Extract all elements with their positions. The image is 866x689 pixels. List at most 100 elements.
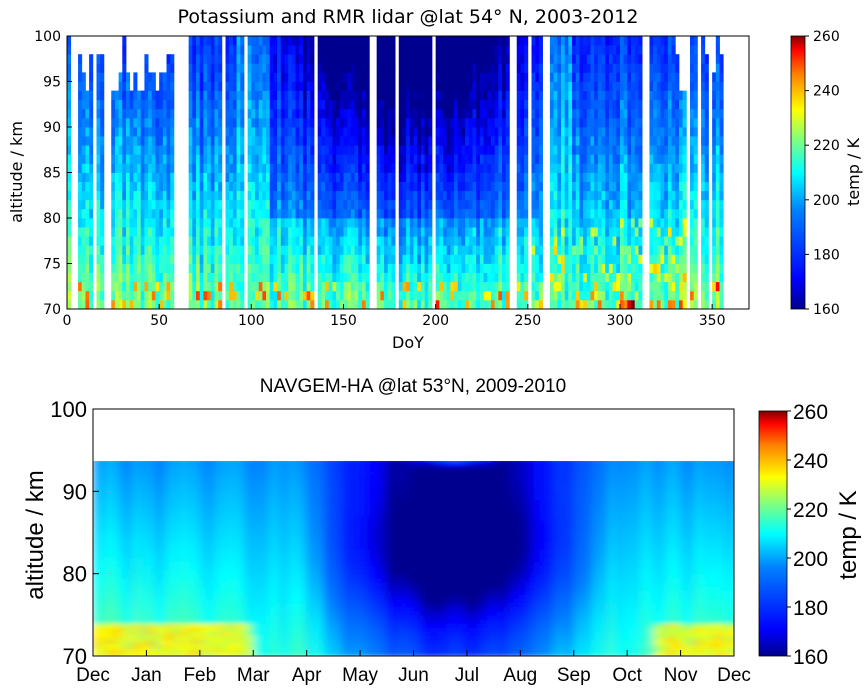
chart-1-heat-cell <box>229 199 234 210</box>
chart-1-heat-cell <box>232 199 237 210</box>
chart-1-heat-cell <box>255 208 260 219</box>
chart-1-heat-cell <box>601 154 606 164</box>
chart-2-heat-cell <box>133 635 141 641</box>
chart-1-heat-cell <box>490 190 496 201</box>
chart-2-heat-cell <box>159 631 168 637</box>
chart-1-heat-cell <box>81 281 86 292</box>
chart-1-heat-cell <box>612 90 617 101</box>
chart-1-heat-cell <box>450 63 455 73</box>
chart-1-heat-cell <box>597 272 602 283</box>
chart-1-heat-cell <box>240 99 245 110</box>
chart-1-heat-cell <box>266 81 271 91</box>
chart-1-heat-cell <box>192 181 197 192</box>
chart-1-heat-cell <box>284 36 289 46</box>
chart-1-heat-cell <box>133 263 138 273</box>
chart-1-heat-cell <box>122 36 127 46</box>
chart-1-heat-cell <box>207 299 212 310</box>
chart-1-heat-cell <box>675 136 680 146</box>
chart-1-heat-cell <box>398 154 403 164</box>
chart-1-heat-cell <box>229 81 234 91</box>
chart-1-heat-cell <box>162 136 167 146</box>
chart-1-heat-cell <box>420 227 425 237</box>
chart-1-heat-cell <box>236 218 241 228</box>
chart-1-heat-cell <box>159 299 164 310</box>
chart-2-heat-cell <box>119 483 127 488</box>
chart-1-heat-cell <box>336 145 341 155</box>
chart-1-heat-cell <box>376 236 381 246</box>
chart-1-heat-cell <box>398 290 403 301</box>
chart-1-heat-cell <box>568 199 573 210</box>
chart-1-heat-cell <box>619 208 625 219</box>
chart-2-heat-cell <box>133 520 141 525</box>
chart-1-heat-cell <box>704 281 709 292</box>
chart-1-heat-cell <box>579 90 584 101</box>
chart-1-heat-cell <box>494 199 499 210</box>
chart-1-x-label: DoY <box>392 333 424 352</box>
chart-1-heat-cell <box>144 181 149 192</box>
chart-1-heat-cell <box>398 281 403 292</box>
chart-1-heat-cell <box>284 254 289 264</box>
chart-1-heat-cell <box>583 263 588 273</box>
chart-1-heat-cell <box>619 36 625 46</box>
chart-1-heat-cell <box>214 236 219 246</box>
chart-1-heat-cell <box>251 263 256 273</box>
chart-1-heat-cell <box>210 154 215 164</box>
chart-1-heat-cell <box>597 54 602 64</box>
chart-1-heat-cell <box>446 299 451 310</box>
chart-1-heat-cell <box>505 227 510 237</box>
chart-1-heat-cell <box>162 163 167 173</box>
chart-1-heat-cell <box>461 290 466 301</box>
chart-1-heat-cell <box>162 218 167 228</box>
chart-1-heat-cell <box>538 236 543 246</box>
chart-1-heat-cell <box>376 299 381 310</box>
chart-1-heat-cell <box>572 108 577 119</box>
chart-1-heat-cell <box>166 290 171 301</box>
chart-1-heat-cell <box>435 272 440 283</box>
chart-1-heat-cell <box>210 99 215 110</box>
chart-1-heat-cell <box>490 136 496 146</box>
chart-1-heat-cell <box>232 99 237 110</box>
chart-1-heat-cell <box>288 36 293 46</box>
chart-1-heat-cell <box>516 218 521 228</box>
chart-1-heat-cell <box>616 172 621 182</box>
chart-1-heat-cell <box>675 299 680 310</box>
chart-1-heat-cell <box>409 245 414 255</box>
chart-1-heat-cell <box>280 63 285 73</box>
chart-1-heat-cell <box>575 199 580 210</box>
chart-1-heat-cell <box>380 254 385 264</box>
chart-1-heat-cell <box>417 227 422 237</box>
chart-1-heat-cell <box>420 117 425 128</box>
chart-2-heat-cell <box>126 553 134 558</box>
chart-2-heat-cell <box>146 528 154 534</box>
chart-1-heat-cell <box>192 245 197 255</box>
chart-1-heat-cell <box>612 54 617 64</box>
chart-2-heat-cell <box>113 507 121 513</box>
chart-1-heat-cell <box>656 72 661 82</box>
chart-1-heat-cell <box>564 163 569 173</box>
chart-1-heat-cell <box>306 154 311 164</box>
chart-1-heat-cell <box>129 245 134 255</box>
chart-1-heat-cell <box>524 36 529 46</box>
chart-1-heat-cell <box>288 72 293 82</box>
chart-1-heat-cell <box>490 54 496 64</box>
chart-1-heat-cell <box>365 199 370 210</box>
chart-1-heat-cell <box>240 36 245 46</box>
chart-1-heat-cell <box>354 81 359 91</box>
chart-1-heat-cell <box>148 181 153 192</box>
chart-1-heat-cell <box>461 208 466 219</box>
chart-1-heat-cell <box>682 281 687 292</box>
chart-1-heat-cell <box>332 145 337 155</box>
chart-1-heat-cell <box>420 81 425 91</box>
chart-1-heat-cell <box>549 45 555 55</box>
chart-1-heat-cell <box>487 145 492 155</box>
chart-2-heat-cell <box>126 586 134 591</box>
chart-1-heat-cell <box>601 208 606 219</box>
chart-1-heat-cell <box>424 263 429 273</box>
chart-1-heat-cell <box>332 218 337 228</box>
chart-1-heat-cell <box>535 99 540 110</box>
chart-1-heat-cell <box>148 136 153 146</box>
chart-2-heat-cell <box>99 639 107 645</box>
chart-1-heat-cell <box>494 63 499 73</box>
chart-1-heat-cell <box>354 117 359 128</box>
chart-1-heat-cell <box>498 54 503 64</box>
